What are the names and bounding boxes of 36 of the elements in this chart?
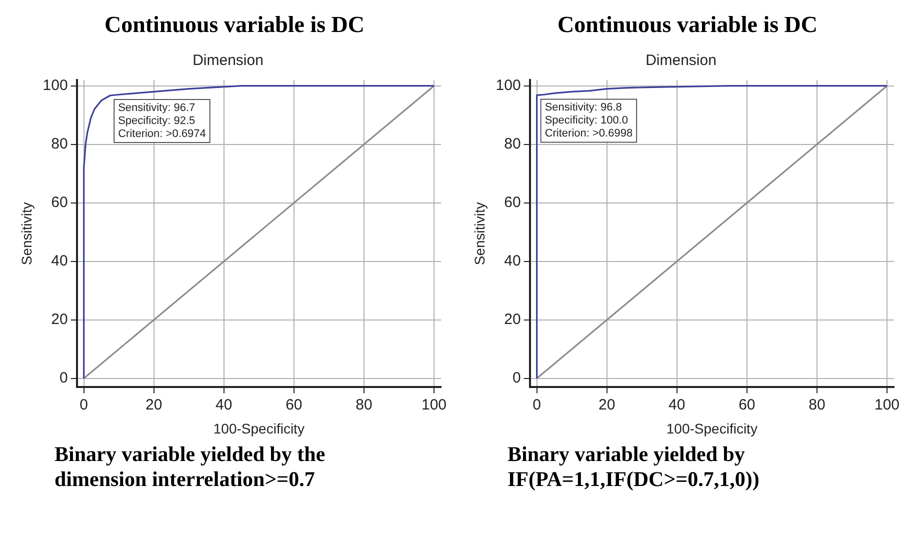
text: Binary variable yielded by the dimension interrelation>=0.7 <box>54 442 326 492</box>
text: Binary variable yielded by IF(PA=1,1,IF(DC>=0.7,1,0)) <box>508 442 760 492</box>
y-tick-label: 20 <box>504 311 520 328</box>
x-tick-label: 40 <box>668 396 685 414</box>
annotation: Sensitivity: 96.7 Specificity: 92.5 Criterion: >0.6974 <box>118 102 206 140</box>
y-tick-label: 0 <box>58 370 68 387</box>
x-tick-label: 20 <box>598 396 615 414</box>
y-tick-label: 40 <box>50 252 68 270</box>
y-axis-title: Sensitivity <box>18 202 34 266</box>
chart-subtitle: Dimension <box>192 52 263 70</box>
x-tick-label: 0 <box>79 396 88 414</box>
x-tick-label: 0 <box>532 396 540 414</box>
y-tick-label: 80 <box>504 136 520 153</box>
x-axis-title: 100-Specificity <box>666 420 757 436</box>
x-tick-label: 60 <box>738 396 755 414</box>
x-tick-label: 20 <box>145 396 162 414</box>
chart-title: Continuous variable is DC <box>557 11 818 39</box>
x-tick-label: 80 <box>808 396 825 414</box>
y-tick-label: 80 <box>50 136 68 153</box>
y-tick-label: 40 <box>504 252 520 270</box>
chart-title: Continuous variable is DC <box>104 11 365 39</box>
y-tick-label: 60 <box>50 194 68 212</box>
y-tick-label: 20 <box>50 311 68 328</box>
x-tick-label: 100 <box>420 396 446 414</box>
chart-subtitle: Dimension <box>645 52 716 70</box>
y-tick-label: 100 <box>42 76 68 94</box>
y-tick-label: 100 <box>495 76 520 94</box>
annotation: Sensitivity: 96.8 Specificity: 100.0 Criterion: >0.6998 <box>544 102 632 140</box>
x-tick-label: 100 <box>874 396 900 414</box>
x-tick-label: 60 <box>285 396 302 414</box>
x-tick-label: 80 <box>355 396 372 414</box>
y-tick-label: 60 <box>504 194 520 212</box>
y-tick-label: 0 <box>512 370 520 387</box>
y-axis-title: Sensitivity <box>470 202 487 266</box>
x-axis-title: 100-Specificity <box>212 420 304 436</box>
x-tick-label: 40 <box>215 396 232 414</box>
